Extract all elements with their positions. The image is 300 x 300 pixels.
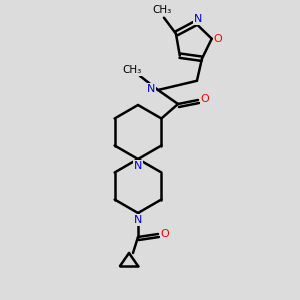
Text: CH₃: CH₃ [152,5,172,15]
Text: N: N [147,84,155,94]
Text: N: N [194,14,202,24]
Text: O: O [201,94,209,104]
Text: O: O [160,229,169,239]
Text: O: O [213,34,222,44]
Text: CH₃: CH₃ [122,65,142,75]
Text: N: N [134,161,142,171]
Text: N: N [134,215,142,225]
